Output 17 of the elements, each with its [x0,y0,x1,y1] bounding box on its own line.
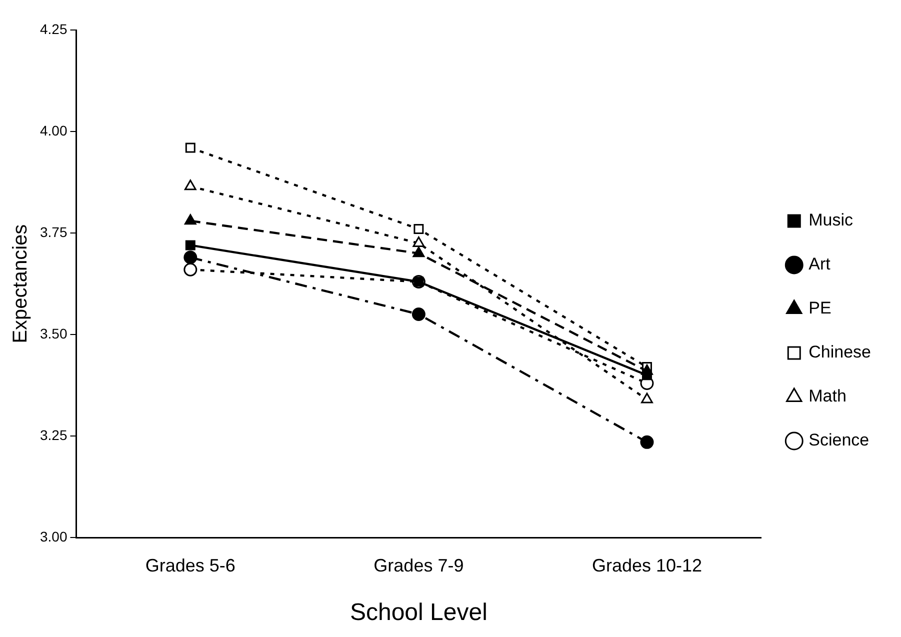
legend-label: Science [808,430,870,450]
legend-label: PE [808,298,832,318]
y-tick-label: 3.00 [40,528,68,544]
x-axis-title: School Level [350,599,488,626]
legend-label: Art [808,254,831,274]
y-tick-label: 4.25 [40,20,68,37]
y-tick-label: 3.25 [40,426,68,443]
x-tick-label: Grades 5-6 [145,555,236,576]
legend-label: Chinese [808,342,872,362]
y-tick-label: 3.75 [40,224,68,240]
y-tick-label: 4.00 [40,122,68,138]
legend-label: Math [808,386,846,406]
y-axis-title: Expectancies [10,224,32,344]
x-tick-label: Grades 7-9 [374,555,464,576]
legend-label: Music [808,210,854,230]
x-tick-label: Grades 10-12 [592,555,702,576]
y-tick-label: 3.50 [40,325,68,342]
